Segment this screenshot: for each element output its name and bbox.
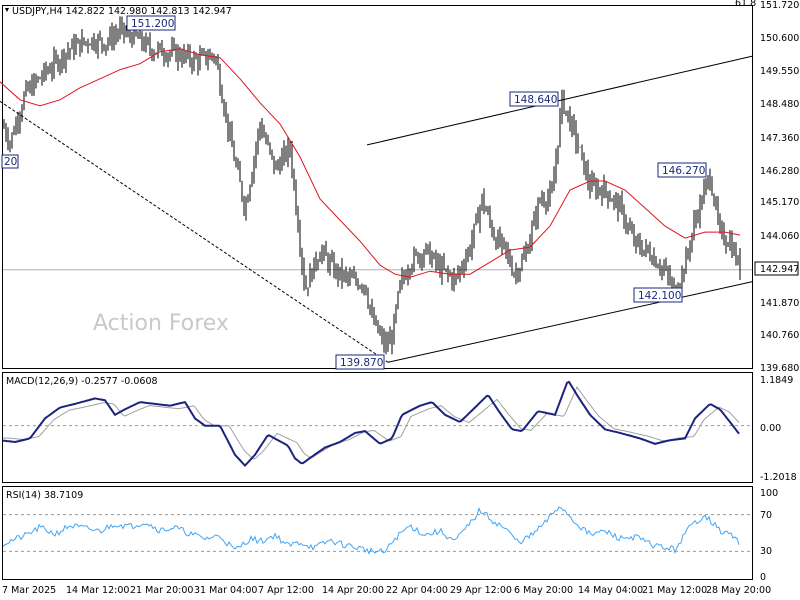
rsi-tick: 100 [760,488,778,499]
rsi-tick: 0 [760,572,766,583]
rsi-y-axis: 100 70 30 0 [760,488,778,583]
price-tick: 145.170 [760,197,799,208]
x-tick: 14 Mar 12:00 [66,585,129,596]
low-label: 139.870 [340,357,383,369]
rsi-layer [2,506,752,555]
price-tick: 139.680 [760,363,799,374]
x-axis: 7 Mar 2025 14 Mar 12:00 21 Mar 20:00 31 … [2,585,771,596]
macd-tick: 1.1849 [760,375,793,386]
macd-layer [2,380,752,468]
x-tick: 14 May 04:00 [578,585,643,596]
symbol-line: USDJPY,H4 142.822 142.980 142.813 142.94… [12,6,232,17]
x-tick: 21 Mar 20:00 [130,585,193,596]
high-label: 151.200 [131,18,174,30]
current-price-label: 142.947 [760,264,799,275]
moving-average-line [0,48,741,278]
header: USDJPY,H4 142.822 142.980 142.813 142.94… [5,0,756,17]
rsi-tick: 30 [760,546,772,557]
macd-signal-line [3,386,740,460]
price-tick: 149.550 [760,66,799,77]
rsi-line [2,506,740,555]
x-tick: 21 May 12:00 [642,585,707,596]
macd-panel-frame [2,372,753,483]
rsi-tick: 70 [760,510,772,521]
price-tick: 147.360 [760,133,799,144]
watermark: Action Forex [93,311,229,336]
price-annotations: 151.200 148.640 146.270 142.100 139.870 … [1,15,707,370]
current-price-box [754,261,799,276]
price-tick: 146.280 [760,166,799,177]
swing-high-label-box [509,91,559,107]
recent-high-label: 146.270 [662,165,705,177]
macd-tick: -1.2018 [760,472,797,483]
low-label-box [335,354,385,370]
edge-label: 20 [4,156,17,168]
rsi-title: RSI(14) 38.7109 [6,490,83,501]
x-tick: 6 May 20:00 [514,585,573,596]
fib-label: 61.8 [735,0,756,9]
collapse-triangle-icon[interactable] [5,8,9,12]
rsi-panel-frame [2,486,753,580]
recent-high-label-box [657,162,707,178]
swing-high-label: 148.640 [514,94,557,106]
price-layer [0,16,753,363]
price-tick: 140.760 [760,330,799,341]
recent-low-label-box [633,287,683,303]
x-tick: 28 May 20:00 [706,585,771,596]
edge-label-box [1,154,19,169]
price-tick: 151.720 [760,0,799,11]
price-tick: 148.480 [760,99,799,110]
trendline-solid [387,281,753,363]
x-tick: 22 Apr 04:00 [386,585,448,596]
trendline-solid [366,55,753,146]
x-tick: 29 Apr 12:00 [450,585,512,596]
macd-line [2,380,740,468]
recent-low-label: 142.100 [638,290,681,302]
price-tick: 144.060 [760,231,799,242]
price-tick: 141.870 [760,298,799,309]
trendline-dashed [0,100,389,363]
price-tick: 150.600 [760,33,799,44]
macd-title: MACD(12,26,9) -0.2577 -0.0608 [6,376,158,387]
price-y-axis: 151.720 150.600 149.550 148.480 147.360 … [754,0,799,374]
high-label-box [126,15,176,31]
macd-tick: 0.00 [760,423,781,434]
macd-y-axis: 1.1849 0.00 -1.2018 [760,375,797,483]
x-tick: 31 Mar 04:00 [194,585,257,596]
x-tick: 7 Mar 2025 [2,585,56,596]
x-tick: 7 Apr 12:00 [258,585,314,596]
x-tick: 14 Apr 20:00 [322,585,384,596]
